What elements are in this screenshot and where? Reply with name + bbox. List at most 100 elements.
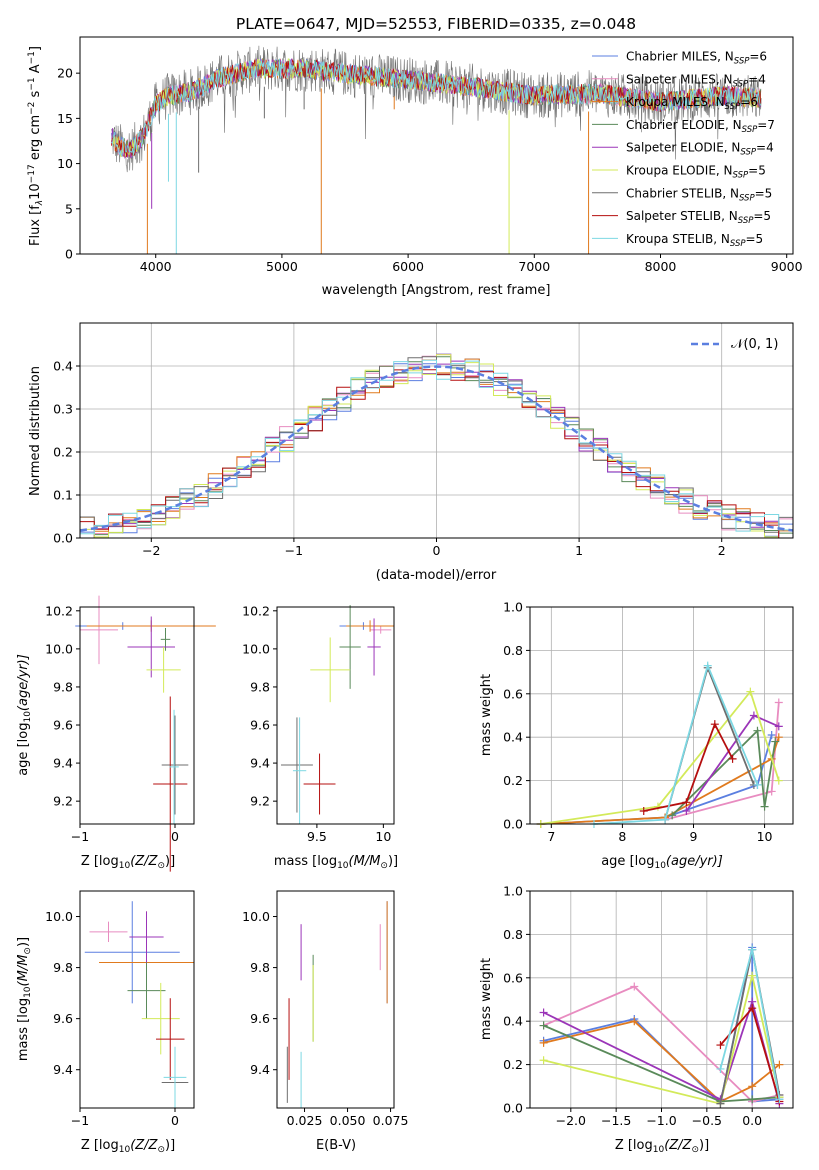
spectrum-panel: 4000 5000 6000 7000 8000 9000 0 5 10 15 20 wavelen…: [27, 36, 803, 298]
weight-metallicity-marker: [748, 1004, 757, 1013]
age-metallicity-point: [169, 709, 179, 824]
spectrum-ytick-label: 0: [65, 247, 73, 262]
weight-metallicity-marker: [716, 1099, 725, 1108]
age-mass-ytick-label: 9.6: [250, 718, 270, 733]
age-metallicity-ytick-label: 10.0: [45, 641, 73, 656]
spectrum-lines: [111, 45, 762, 254]
weight-metallicity-marker: [748, 1095, 757, 1104]
mass-weight-vs-age-panel: 7 8 9 10 0.0 0.2 0.4 0.6 0.8 1.0: [503, 600, 794, 844]
weight-metallicity-ytick-label: 1.0: [503, 884, 523, 899]
age-mass-point: [280, 717, 313, 813]
histogram-panel: −2 −1 0 1 2 0.0 0.1 0.2 0.3 0.4 (data-model)/erro…: [28, 322, 794, 583]
age-vs-metallicity-panel: −1 0 9.2 9.4 9.6 9.8 10.0 10.2: [45, 595, 216, 872]
legend-entry: Salpeter MILES, NSSP=4: [626, 72, 766, 89]
weight-age-xtick-label: 9: [690, 829, 698, 844]
histogram-xtick-label: −1: [285, 543, 303, 558]
mass-extinction-ytick-label: 9.6: [250, 1011, 270, 1026]
spectrum-ytick-label: 5: [65, 201, 73, 216]
age-metallicity-xtick-label: −1: [71, 829, 89, 844]
weight-metallicity-xtick-label: −1.0: [646, 1113, 676, 1128]
weight-metallicity-ytick-label: 0.6: [503, 970, 523, 985]
weight-age-marker: [760, 802, 769, 811]
histogram-legend: 𝒩(0, 1): [691, 337, 778, 352]
weight-metallicity-marker: [630, 982, 639, 991]
mass-extinction-ytick-label: 10.0: [242, 909, 270, 924]
mass-metallicity-point: [163, 1046, 187, 1108]
weight-age-marker: [767, 731, 776, 740]
age-metallicity-ytick-label: 9.2: [53, 794, 73, 809]
mass-metallicity-point: [129, 911, 164, 963]
weight-metallicity-xtick-label: −1.5: [601, 1113, 631, 1128]
age-metallicity-point: [146, 646, 181, 693]
mass-vs-extinction-panel: 0.025 0.050 0.075 9.4 9.6 9.8 10.0: [242, 890, 409, 1128]
mass-metallicity-ytick-label: 10.0: [45, 909, 73, 924]
mass-vs-metallicity-panel: −1 0 9.4 9.6 9.8 10.0: [45, 890, 195, 1128]
mass-weight-vs-metallicity-panel: −2.0 −1.5 −1.0 −0.5 0.0 0.0 0.2 0.4 0.6 0.8 1.0: [503, 884, 794, 1128]
weight-age-marker: [753, 726, 762, 735]
weight-metallicity-marker: [539, 1056, 548, 1065]
mass-extinction-ytick-label: 9.4: [250, 1062, 270, 1077]
histogram-series-steps: [80, 359, 793, 535]
spectrum-xlabel: wavelength [Angstrom, rest frame]: [322, 283, 551, 298]
histogram-ytick-label: 0.1: [53, 488, 73, 503]
mass-vs-metallicity-ylabel: mass [log10(M/M⊙)]: [16, 937, 33, 1061]
weight-age-marker: [639, 806, 648, 815]
weight-age-ytick-label: 0.2: [503, 773, 523, 788]
weight-metallicity-marker: [748, 945, 757, 954]
histogram-xtick-label: −2: [142, 543, 160, 558]
age-metallicity-point: [127, 616, 175, 678]
weight-metallicity-marker: [716, 1064, 725, 1073]
mass-vs-metallicity-xlabel: Z [log10(Z/Z⊙)]: [81, 1138, 175, 1155]
weight-metallicity-marker: [539, 1038, 548, 1047]
histogram-xtick-label: 0: [433, 543, 441, 558]
spectrum-ytick-label: 15: [57, 111, 73, 126]
age-vs-mass-xlabel: mass [log10(M/M⊙)]: [274, 854, 398, 871]
weight-age-series-line: [643, 721, 734, 812]
age-mass-ytick-label: 9.4: [250, 756, 270, 771]
weight-metallicity-marker: [539, 1008, 548, 1017]
weight-age-series-line: [540, 736, 780, 825]
weight-metallicity-ytick-label: 0.2: [503, 1057, 523, 1072]
legend-entry: Kroupa MILES, NSSP=6: [626, 95, 758, 112]
mass-metallicity-point: [89, 921, 128, 943]
weight-age-marker: [661, 815, 670, 824]
age-mass-point: [339, 605, 361, 689]
mass-metallicity-ytick-label: 9.4: [53, 1062, 73, 1077]
weight-metallicity-marker: [539, 1021, 548, 1030]
weight-metallicity-marker: [748, 971, 757, 980]
age-metallicity-ytick-label: 9.4: [53, 756, 73, 771]
gaussian-curve: [79, 365, 794, 532]
spectrum-ylabel: Flux [fλ10−17 erg cm−2 s−1 A−1]: [27, 46, 45, 246]
weight-metallicity-xtick-label: −2.0: [556, 1113, 586, 1128]
mass-metallicity-point: [127, 962, 166, 1019]
weight-metallicity-series-line: [543, 975, 781, 1105]
weight-metallicity-xtick-label: −0.5: [692, 1113, 722, 1128]
spectrum-xtick-label: 8000: [645, 259, 677, 274]
age-mass-ytick-label: 9.2: [250, 794, 270, 809]
weight-age-xtick-label: 10: [757, 829, 773, 844]
mass-extinction-xtick-label: 0.025: [287, 1113, 323, 1128]
histogram-legend-label: 𝒩(0, 1): [731, 337, 778, 352]
weight-metallicity-marker: [748, 1082, 757, 1091]
weight-age-marker: [771, 737, 780, 746]
spectrum-ytick-label: 10: [57, 156, 73, 171]
legend-entry: Chabrier STELIB, NSSP=5: [626, 186, 772, 203]
age-mass-point: [292, 717, 307, 824]
age-mass-xtick-label: 10: [375, 829, 391, 844]
weight-age-marker: [682, 806, 691, 815]
histogram-ytick-label: 0.2: [53, 445, 73, 460]
mass-metallicity-point: [84, 901, 180, 1004]
weight-age-series-line: [540, 689, 780, 825]
legend-entry: Salpeter ELODIE, NSSP=4: [626, 141, 774, 158]
histogram-xlabel: (data-model)/error: [376, 568, 497, 583]
weight-metallicity-marker: [716, 1041, 725, 1050]
spectrum-xtick-label: 7000: [518, 259, 550, 274]
mass-metallicity-point: [156, 998, 185, 1080]
mass-weight-vs-age-ylabel: mass weight: [479, 674, 494, 756]
mass-extinction-xtick-label: 0.075: [373, 1113, 409, 1128]
mass-weight-vs-metallicity-xlabel: Z [log10(Z/Z⊙)]: [615, 1138, 709, 1155]
age-metallicity-ytick-label: 10.2: [45, 603, 73, 618]
weight-age-xtick-label: 7: [547, 829, 555, 844]
legend-entry: Kroupa STELIB, NSSP=5: [626, 232, 763, 249]
